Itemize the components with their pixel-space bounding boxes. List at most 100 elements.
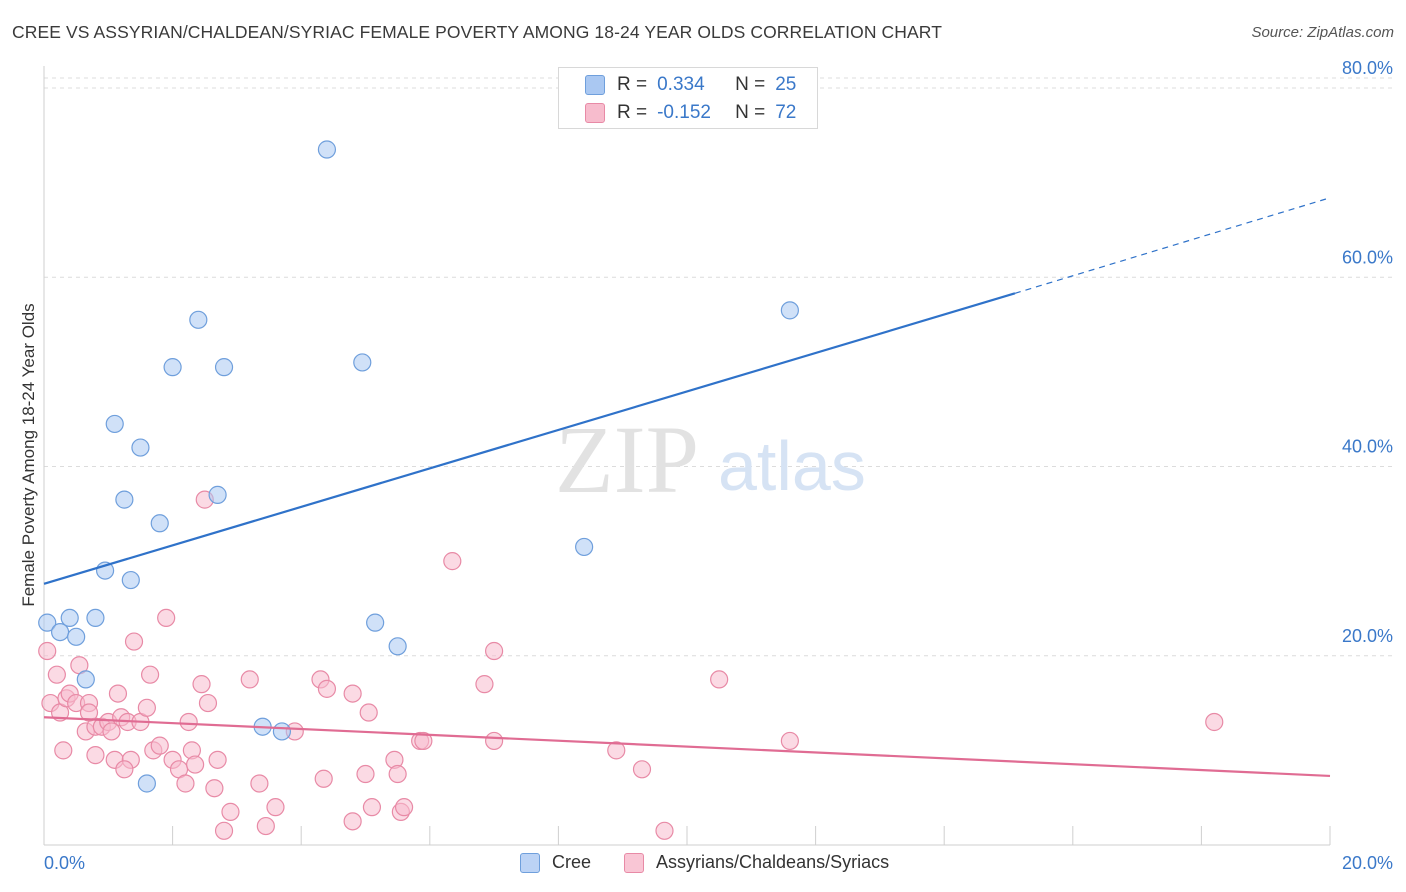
cree-point: [189, 310, 208, 329]
watermark-zip: ZIP: [555, 406, 699, 513]
cree-point: [208, 485, 227, 504]
assyrians-point: [221, 802, 240, 821]
assyrians-stat-row: R = -0.152 N = 72: [617, 100, 796, 126]
assyrians-stat-swatch: [585, 103, 605, 123]
cree-trend-extension: [1014, 197, 1331, 294]
r-label: R =: [617, 102, 648, 123]
assyrians-point: [266, 798, 285, 817]
legend-label-cree: Cree: [552, 852, 592, 872]
assyrians-point: [343, 812, 362, 831]
legend-swatch-cree: [520, 852, 540, 873]
assyrians-point: [208, 750, 227, 769]
x-tick-label: 0.0%: [44, 853, 85, 873]
assyrians-point: [115, 760, 134, 779]
cree-point: [121, 570, 140, 590]
cree-point: [86, 608, 105, 628]
r-value: 0.334: [657, 74, 705, 95]
assyrians-point: [198, 693, 218, 713]
assyrians-trend-line: [43, 716, 1331, 778]
cree-trend-line: [43, 292, 1016, 585]
assyrians-point: [157, 608, 176, 628]
cree-stat-row: R = 0.334 N = 25: [617, 72, 796, 98]
legend-label-assyrians: Assyrians/Chaldeans/Syriacs: [656, 852, 890, 872]
series-cree-points: [38, 140, 799, 793]
assyrians-point: [124, 632, 144, 651]
watermark: ZIP atlas: [555, 406, 866, 513]
cree-point: [388, 637, 407, 656]
assyrians-point: [356, 764, 375, 784]
trend-lines: [43, 197, 1331, 778]
y-tick-label: 40.0%: [1342, 437, 1393, 457]
assyrians-point: [314, 769, 333, 788]
assyrians-point: [137, 698, 156, 717]
cree-point: [38, 613, 57, 632]
assyrians-point: [414, 731, 433, 751]
assyrians-point: [256, 816, 275, 836]
cree-point: [214, 358, 234, 377]
assyrians-point: [205, 779, 224, 798]
assyrians-point: [443, 552, 462, 571]
assyrians-point: [1205, 712, 1224, 732]
cree-point: [76, 670, 95, 689]
n-value: 72: [775, 102, 797, 123]
cree-point: [115, 490, 134, 509]
bottom-legend: Cree Assyrians/Chaldeans/Syriacs: [0, 850, 1406, 878]
cree-point: [575, 537, 594, 557]
assyrians-point: [250, 774, 269, 793]
assyrians-point: [108, 684, 128, 703]
axes: [43, 66, 1331, 846]
assyrians-point: [214, 821, 234, 840]
legend-swatch-assyrians: [624, 852, 644, 873]
assyrians-point: [607, 741, 626, 760]
n-label: N =: [735, 74, 766, 95]
series-assyrians-points: [38, 490, 1224, 840]
cree-point: [131, 438, 150, 457]
cree-point: [105, 414, 124, 434]
assyrians-point: [359, 703, 378, 722]
cree-point: [366, 613, 385, 632]
assyrians-point: [485, 731, 504, 751]
assyrians-point: [102, 722, 121, 741]
cree-point: [317, 140, 337, 159]
assyrians-point: [343, 684, 362, 703]
assyrians-point: [317, 679, 337, 698]
legend-item-cree: Cree: [520, 852, 591, 873]
assyrians-point: [240, 670, 259, 689]
assyrians-point: [780, 731, 799, 751]
cree-point: [150, 514, 169, 533]
source-label: Source: ZipAtlas.com: [1251, 24, 1394, 41]
cree-point: [272, 722, 292, 741]
watermark-atlas: atlas: [718, 427, 866, 505]
r-value: -0.152: [657, 102, 711, 123]
tick-labels: 20.0% 40.0% 60.0% 80.0% 0.0% 20.0%: [44, 58, 1393, 873]
cree-point: [780, 301, 799, 320]
assyrians-point: [47, 665, 66, 684]
assyrians-point: [54, 741, 73, 760]
legend-item-assyrians: Assyrians/Chaldeans/Syriacs: [624, 852, 889, 873]
assyrians-point: [140, 665, 160, 684]
assyrians-point: [632, 760, 652, 779]
assyrians-point: [179, 712, 198, 732]
assyrians-point: [176, 774, 195, 793]
n-label: N =: [735, 102, 766, 123]
cree-point: [353, 353, 372, 372]
assyrians-point: [186, 755, 205, 774]
cree-point: [67, 627, 86, 646]
assyrians-point: [485, 641, 504, 661]
assyrians-point: [192, 675, 211, 694]
r-label: R =: [617, 74, 648, 95]
assyrians-point: [38, 641, 57, 661]
correlation-legend: R = 0.334 N = 25 R = -0.152 N = 72: [558, 67, 818, 129]
assyrians-point: [79, 703, 99, 722]
assyrians-point: [86, 746, 105, 765]
cree-point: [137, 774, 156, 793]
cree-stat-swatch: [585, 75, 605, 95]
cree-point: [163, 358, 182, 377]
assyrians-point: [150, 736, 169, 755]
grid-lines: [44, 77, 1392, 657]
cree-point: [60, 608, 79, 628]
assyrians-point: [388, 764, 407, 784]
y-tick-label: 20.0%: [1342, 626, 1393, 646]
y-axis-label: Female Poverty Among 18-24 Year Olds: [19, 303, 38, 606]
assyrians-point: [710, 670, 729, 689]
